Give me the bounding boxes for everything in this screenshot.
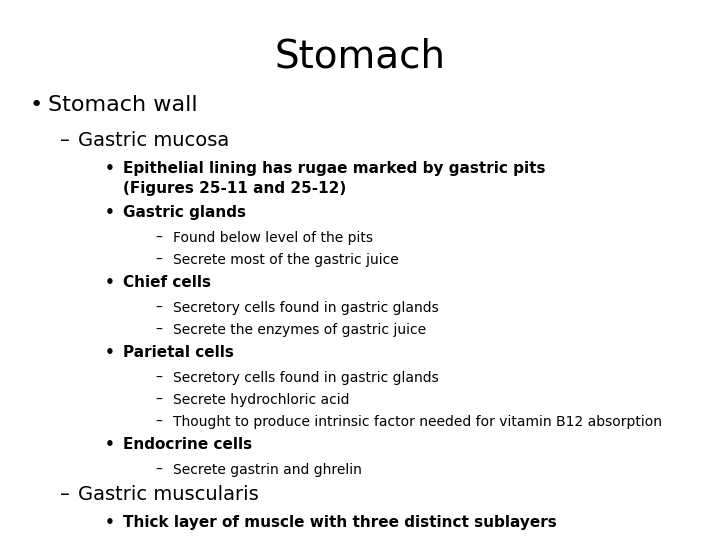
Text: •: • bbox=[105, 515, 115, 530]
Text: Secrete hydrochloric acid: Secrete hydrochloric acid bbox=[173, 393, 349, 407]
Text: Parietal cells: Parietal cells bbox=[123, 345, 234, 360]
Text: Secrete gastrin and ghrelin: Secrete gastrin and ghrelin bbox=[173, 463, 362, 477]
Text: –: – bbox=[60, 131, 70, 150]
Text: •: • bbox=[105, 161, 115, 176]
Text: •: • bbox=[105, 437, 115, 452]
Text: Found below level of the pits: Found below level of the pits bbox=[173, 231, 373, 245]
Text: –: – bbox=[155, 463, 162, 477]
Text: Thick layer of muscle with three distinct sublayers: Thick layer of muscle with three distinc… bbox=[123, 515, 557, 530]
Text: Secrete the enzymes of gastric juice: Secrete the enzymes of gastric juice bbox=[173, 323, 426, 337]
Text: Secretory cells found in gastric glands: Secretory cells found in gastric glands bbox=[173, 301, 438, 315]
Text: •: • bbox=[105, 345, 115, 360]
Text: Gastric glands: Gastric glands bbox=[123, 205, 246, 220]
Text: –: – bbox=[155, 323, 162, 337]
Text: •: • bbox=[105, 275, 115, 290]
Text: Endocrine cells: Endocrine cells bbox=[123, 437, 252, 452]
Text: Gastric mucosa: Gastric mucosa bbox=[78, 131, 229, 150]
Text: –: – bbox=[60, 485, 70, 504]
Text: •: • bbox=[105, 205, 115, 220]
Text: Epithelial lining has rugae marked by gastric pits
(Figures 25-11 and 25-12): Epithelial lining has rugae marked by ga… bbox=[123, 161, 546, 196]
Text: –: – bbox=[155, 393, 162, 407]
Text: –: – bbox=[155, 301, 162, 315]
Text: Chief cells: Chief cells bbox=[123, 275, 211, 290]
Text: –: – bbox=[155, 371, 162, 385]
Text: Secretory cells found in gastric glands: Secretory cells found in gastric glands bbox=[173, 371, 438, 385]
Text: Thought to produce intrinsic factor needed for vitamin B12 absorption: Thought to produce intrinsic factor need… bbox=[173, 415, 662, 429]
Text: Stomach: Stomach bbox=[274, 38, 446, 76]
Text: –: – bbox=[155, 231, 162, 245]
Text: Stomach wall: Stomach wall bbox=[48, 95, 197, 115]
Text: Gastric muscularis: Gastric muscularis bbox=[78, 485, 258, 504]
Text: •: • bbox=[30, 95, 43, 115]
Text: –: – bbox=[155, 253, 162, 267]
Text: Secrete most of the gastric juice: Secrete most of the gastric juice bbox=[173, 253, 399, 267]
Text: –: – bbox=[155, 415, 162, 429]
